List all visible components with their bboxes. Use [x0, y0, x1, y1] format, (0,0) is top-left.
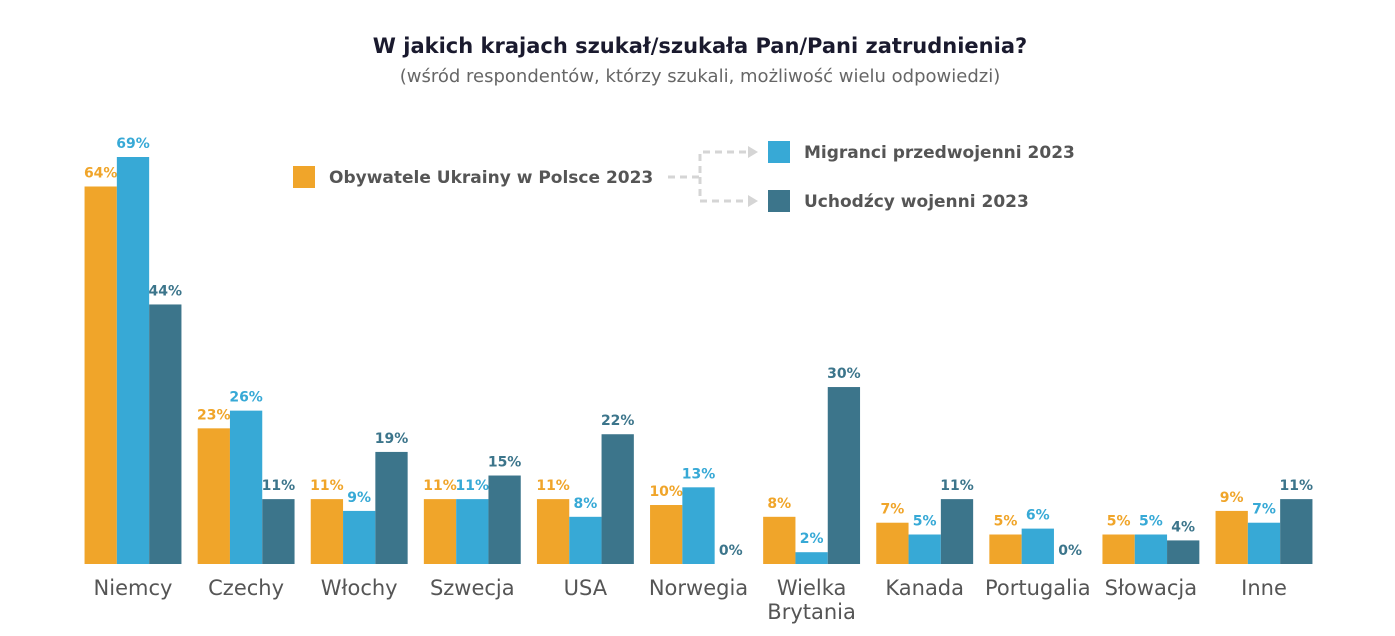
x-tick-label: USA — [563, 576, 608, 600]
bar — [569, 516, 602, 564]
x-tick-label: Włochy — [320, 576, 398, 600]
data-label: 8% — [574, 496, 598, 512]
data-label: 23% — [197, 407, 231, 423]
bar — [650, 505, 683, 564]
bar — [149, 304, 182, 564]
data-label: 5% — [1107, 514, 1131, 530]
x-tick-label: Wielka Brytania — [767, 576, 856, 624]
x-tick-label: Inne — [1241, 576, 1287, 600]
bar — [940, 499, 974, 564]
bar — [229, 410, 263, 564]
x-tick-label: Portugalia — [984, 576, 1091, 600]
chart-subtitle: (wśród respondentów, którzy szukali, moż… — [400, 66, 1001, 87]
data-label: 11% — [536, 478, 570, 494]
data-label: 0% — [1058, 543, 1082, 559]
legend-connector — [668, 150, 752, 203]
data-label: 19% — [375, 431, 409, 447]
bar — [84, 186, 117, 565]
data-label: 0% — [719, 543, 743, 559]
bar — [343, 510, 376, 564]
bar — [795, 552, 828, 564]
bar — [827, 387, 861, 564]
legend-swatch — [768, 190, 790, 212]
bar — [1167, 540, 1200, 564]
bar — [488, 475, 521, 564]
data-label: 11% — [262, 478, 296, 494]
legend-label: Uchodźcy wojenni 2023 — [804, 192, 1029, 212]
bar — [310, 499, 344, 564]
data-label: 9% — [347, 490, 371, 506]
x-tick-label: Kanada — [885, 576, 965, 600]
data-label: 11% — [423, 478, 457, 494]
legend-swatch — [293, 166, 315, 188]
data-label: 5% — [1139, 514, 1163, 530]
data-label: 6% — [1026, 508, 1050, 524]
data-label: 30% — [827, 366, 861, 382]
data-label: 4% — [1171, 519, 1195, 535]
data-label: 69% — [116, 136, 150, 152]
x-tick-label: Norwegia — [648, 576, 749, 600]
bar — [601, 434, 634, 564]
bar — [1247, 522, 1281, 564]
data-label: 5% — [994, 514, 1018, 530]
data-label: 15% — [488, 455, 522, 471]
bar — [908, 534, 941, 564]
data-label: 8% — [767, 496, 791, 512]
bar — [1102, 534, 1135, 564]
data-label: 11% — [456, 478, 490, 494]
bar — [262, 499, 295, 564]
bar — [876, 522, 909, 564]
bar — [1280, 499, 1313, 564]
bar — [989, 534, 1022, 564]
legend-label: Migranci przedwojenni 2023 — [804, 143, 1075, 163]
data-label: 64% — [84, 165, 118, 181]
chart-title: W jakich krajach szukał/szukała Pan/Pani… — [373, 34, 1027, 58]
x-tick-label: Słowacja — [1104, 576, 1198, 600]
data-label: 26% — [229, 390, 263, 406]
bar — [1021, 528, 1054, 564]
bar — [682, 487, 715, 564]
data-label: 13% — [682, 466, 716, 482]
data-label: 10% — [649, 484, 683, 500]
legend-swatch — [768, 141, 790, 163]
data-label: 9% — [1220, 490, 1244, 506]
bar — [197, 428, 230, 564]
x-tick-label: Czechy — [208, 576, 285, 600]
bar — [423, 499, 457, 564]
data-label: 2% — [800, 531, 824, 547]
data-label: 11% — [310, 478, 344, 494]
bar — [1215, 510, 1248, 564]
bar — [763, 516, 796, 564]
data-label: 5% — [913, 514, 937, 530]
bar — [536, 499, 570, 564]
legend-label: Obywatele Ukrainy w Polsce 2023 — [329, 168, 653, 188]
data-label: 11% — [940, 478, 974, 494]
bar — [375, 451, 408, 564]
legend-arrows — [748, 146, 758, 207]
data-label: 7% — [881, 502, 905, 518]
data-label: 11% — [1280, 478, 1314, 494]
bar — [1134, 534, 1168, 564]
x-tick-label: Niemcy — [93, 576, 173, 600]
bar — [116, 157, 150, 564]
data-label: 22% — [601, 413, 635, 429]
bar — [456, 499, 489, 564]
x-tick-label: Szwecja — [429, 576, 515, 600]
data-label: 44% — [149, 283, 183, 299]
data-label: 7% — [1252, 502, 1276, 518]
